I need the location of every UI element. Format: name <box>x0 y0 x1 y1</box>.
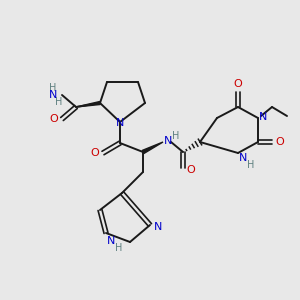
Text: O: O <box>91 148 99 158</box>
Polygon shape <box>76 101 100 107</box>
Text: H: H <box>115 243 123 253</box>
Text: N: N <box>164 136 172 146</box>
Text: O: O <box>50 114 58 124</box>
Text: N: N <box>154 222 162 232</box>
Text: N: N <box>49 90 57 100</box>
Text: O: O <box>276 137 284 147</box>
Polygon shape <box>142 142 163 154</box>
Text: O: O <box>187 165 195 175</box>
Text: H: H <box>172 131 180 141</box>
Text: O: O <box>234 79 242 89</box>
Text: N: N <box>116 118 124 128</box>
Text: H: H <box>49 83 57 93</box>
Text: N: N <box>239 153 247 163</box>
Text: N: N <box>259 112 267 122</box>
Text: N: N <box>107 236 115 246</box>
Text: H: H <box>55 97 63 107</box>
Text: H: H <box>247 160 255 170</box>
